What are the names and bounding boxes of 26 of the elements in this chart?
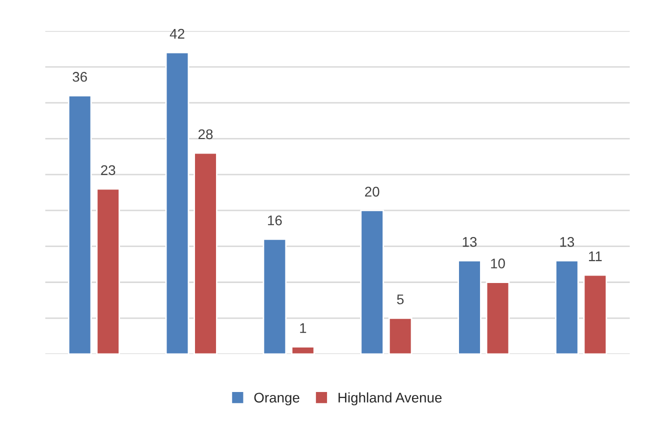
data-label: 1 — [300, 323, 306, 333]
bar — [583, 274, 608, 354]
data-label: 13 — [462, 237, 477, 247]
bar — [262, 238, 287, 354]
data-label: 10 — [491, 258, 505, 268]
legend-label: Highland Avenue — [338, 392, 442, 406]
data-label: 36 — [72, 72, 87, 82]
data-label: 5 — [397, 294, 404, 304]
data-label: 28 — [198, 129, 213, 140]
bar — [388, 317, 412, 354]
data-label: 11 — [589, 252, 602, 262]
bar — [194, 152, 218, 354]
data-label: 23 — [101, 165, 116, 176]
bar — [555, 260, 579, 354]
bar — [96, 188, 120, 354]
bar — [458, 260, 482, 354]
data-label: 42 — [170, 28, 184, 39]
data-label: 16 — [268, 215, 282, 226]
bar — [360, 210, 384, 354]
legend-label: Orange — [254, 392, 300, 406]
data-label: 20 — [365, 186, 380, 197]
bar — [291, 346, 315, 354]
data-label: 13 — [560, 237, 574, 247]
bar — [165, 52, 190, 354]
bar — [486, 282, 510, 354]
bar — [68, 94, 92, 354]
